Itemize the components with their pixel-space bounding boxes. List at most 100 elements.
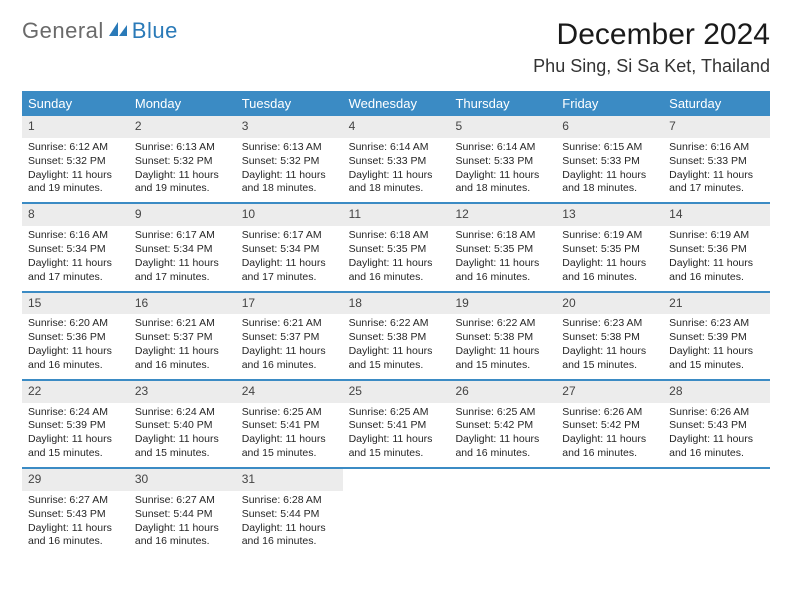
day-cell: 4Sunrise: 6:14 AMSunset: 5:33 PMDaylight… bbox=[343, 116, 450, 202]
day-body: Sunrise: 6:17 AMSunset: 5:34 PMDaylight:… bbox=[236, 226, 343, 290]
sunset-text: Sunset: 5:44 PM bbox=[242, 508, 337, 522]
weeks-container: 1Sunrise: 6:12 AMSunset: 5:32 PMDaylight… bbox=[22, 116, 770, 555]
day-body: Sunrise: 6:26 AMSunset: 5:43 PMDaylight:… bbox=[663, 403, 770, 467]
sunrise-text: Sunrise: 6:17 AM bbox=[135, 229, 230, 243]
daylight-text: Daylight: 11 hours and 15 minutes. bbox=[349, 345, 444, 373]
daylight-text: Daylight: 11 hours and 15 minutes. bbox=[135, 433, 230, 461]
week-row: 8Sunrise: 6:16 AMSunset: 5:34 PMDaylight… bbox=[22, 202, 770, 290]
sunset-text: Sunset: 5:38 PM bbox=[562, 331, 657, 345]
daylight-text: Daylight: 11 hours and 17 minutes. bbox=[242, 257, 337, 285]
sunrise-text: Sunrise: 6:17 AM bbox=[242, 229, 337, 243]
sunrise-text: Sunrise: 6:27 AM bbox=[135, 494, 230, 508]
sunset-text: Sunset: 5:34 PM bbox=[28, 243, 123, 257]
daylight-text: Daylight: 11 hours and 15 minutes. bbox=[669, 345, 764, 373]
day-number: 13 bbox=[556, 204, 663, 226]
day-body: Sunrise: 6:22 AMSunset: 5:38 PMDaylight:… bbox=[343, 314, 450, 378]
sunrise-text: Sunrise: 6:21 AM bbox=[135, 317, 230, 331]
day-body: Sunrise: 6:25 AMSunset: 5:41 PMDaylight:… bbox=[343, 403, 450, 467]
day-cell: 20 Sunrise: 6:23 AMSunset: 5:38 PMDayligh… bbox=[556, 293, 663, 379]
calendar-grid: SundayMondayTuesdayWednesdayThursdayFrid… bbox=[22, 91, 770, 555]
daylight-text: Daylight: 11 hours and 18 minutes. bbox=[349, 169, 444, 197]
day-number: 2 bbox=[129, 116, 236, 138]
day-cell bbox=[556, 469, 663, 555]
weekday-header-cell: Wednesday bbox=[343, 91, 450, 116]
sunrise-text: Sunrise: 6:16 AM bbox=[669, 141, 764, 155]
day-cell: 16Sunrise: 6:21 AMSunset: 5:37 PMDayligh… bbox=[129, 293, 236, 379]
sunrise-text: Sunrise: 6:22 AM bbox=[349, 317, 444, 331]
week-row: 1Sunrise: 6:12 AMSunset: 5:32 PMDaylight… bbox=[22, 116, 770, 202]
day-body: Sunrise: 6:20 AMSunset: 5:36 PMDaylight:… bbox=[22, 314, 129, 378]
day-cell: 3Sunrise: 6:13 AMSunset: 5:32 PMDaylight… bbox=[236, 116, 343, 202]
day-body: Sunrise: 6:23 AMSunset: 5:39 PMDaylight:… bbox=[663, 314, 770, 378]
sunrise-text: Sunrise: 6:14 AM bbox=[349, 141, 444, 155]
sunset-text: Sunset: 5:35 PM bbox=[455, 243, 550, 257]
weekday-header-cell: Monday bbox=[129, 91, 236, 116]
day-number: 18 bbox=[343, 293, 450, 315]
day-cell: 7Sunrise: 6:16 AMSunset: 5:33 PMDaylight… bbox=[663, 116, 770, 202]
day-cell: 12Sunrise: 6:18 AMSunset: 5:35 PMDayligh… bbox=[449, 204, 556, 290]
daylight-text: Daylight: 11 hours and 16 minutes. bbox=[242, 522, 337, 550]
weekday-header-cell: Tuesday bbox=[236, 91, 343, 116]
day-body: Sunrise: 6:25 AMSunset: 5:42 PMDaylight:… bbox=[449, 403, 556, 467]
sunrise-text: Sunrise: 6:13 AM bbox=[135, 141, 230, 155]
day-body: Sunrise: 6:19 AMSunset: 5:36 PMDaylight:… bbox=[663, 226, 770, 290]
day-cell: 13Sunrise: 6:19 AMSunset: 5:35 PMDayligh… bbox=[556, 204, 663, 290]
header-row: General Blue December 2024 Phu Sing, Si … bbox=[22, 18, 770, 77]
day-number: 27 bbox=[556, 381, 663, 403]
sunrise-text: Sunrise: 6:18 AM bbox=[455, 229, 550, 243]
day-number: 16 bbox=[129, 293, 236, 315]
flag-icon bbox=[109, 20, 129, 43]
sunrise-text: Sunrise: 6:23 AM bbox=[562, 317, 657, 331]
daylight-text: Daylight: 11 hours and 15 minutes. bbox=[562, 345, 657, 373]
sunset-text: Sunset: 5:44 PM bbox=[135, 508, 230, 522]
daylight-text: Daylight: 11 hours and 16 minutes. bbox=[28, 522, 123, 550]
day-number: 26 bbox=[449, 381, 556, 403]
month-title: December 2024 bbox=[533, 18, 770, 52]
day-body: Sunrise: 6:24 AMSunset: 5:40 PMDaylight:… bbox=[129, 403, 236, 467]
day-body: Sunrise: 6:27 AMSunset: 5:43 PMDaylight:… bbox=[22, 491, 129, 555]
daylight-text: Daylight: 11 hours and 16 minutes. bbox=[669, 433, 764, 461]
day-body: Sunrise: 6:14 AMSunset: 5:33 PMDaylight:… bbox=[449, 138, 556, 202]
sunset-text: Sunset: 5:33 PM bbox=[562, 155, 657, 169]
day-body: Sunrise: 6:18 AMSunset: 5:35 PMDaylight:… bbox=[343, 226, 450, 290]
sunrise-text: Sunrise: 6:23 AM bbox=[669, 317, 764, 331]
sunrise-text: Sunrise: 6:27 AM bbox=[28, 494, 123, 508]
day-cell: 24Sunrise: 6:25 AMSunset: 5:41 PMDayligh… bbox=[236, 381, 343, 467]
daylight-text: Daylight: 11 hours and 16 minutes. bbox=[349, 257, 444, 285]
sunset-text: Sunset: 5:38 PM bbox=[349, 331, 444, 345]
daylight-text: Daylight: 11 hours and 16 minutes. bbox=[455, 257, 550, 285]
day-cell: 22Sunrise: 6:24 AMSunset: 5:39 PMDayligh… bbox=[22, 381, 129, 467]
day-number: 7 bbox=[663, 116, 770, 138]
sunrise-text: Sunrise: 6:25 AM bbox=[455, 406, 550, 420]
sunset-text: Sunset: 5:33 PM bbox=[669, 155, 764, 169]
day-number: 20 bbox=[556, 293, 663, 315]
day-number: 23 bbox=[129, 381, 236, 403]
sunset-text: Sunset: 5:34 PM bbox=[242, 243, 337, 257]
daylight-text: Daylight: 11 hours and 15 minutes. bbox=[455, 345, 550, 373]
day-cell: 17Sunrise: 6:21 AMSunset: 5:37 PMDayligh… bbox=[236, 293, 343, 379]
daylight-text: Daylight: 11 hours and 19 minutes. bbox=[135, 169, 230, 197]
day-cell: 26Sunrise: 6:25 AMSunset: 5:42 PMDayligh… bbox=[449, 381, 556, 467]
sunrise-text: Sunrise: 6:20 AM bbox=[28, 317, 123, 331]
daylight-text: Daylight: 11 hours and 19 minutes. bbox=[28, 169, 123, 197]
day-body: Sunrise: 6:21 AMSunset: 5:37 PMDaylight:… bbox=[129, 314, 236, 378]
day-cell: 25Sunrise: 6:25 AMSunset: 5:41 PMDayligh… bbox=[343, 381, 450, 467]
sunrise-text: Sunrise: 6:25 AM bbox=[349, 406, 444, 420]
day-number: 31 bbox=[236, 469, 343, 491]
day-number: 17 bbox=[236, 293, 343, 315]
day-cell: 1Sunrise: 6:12 AMSunset: 5:32 PMDaylight… bbox=[22, 116, 129, 202]
day-cell: 28Sunrise: 6:26 AMSunset: 5:43 PMDayligh… bbox=[663, 381, 770, 467]
sunrise-text: Sunrise: 6:26 AM bbox=[669, 406, 764, 420]
day-number: 24 bbox=[236, 381, 343, 403]
sunset-text: Sunset: 5:35 PM bbox=[562, 243, 657, 257]
day-number: 22 bbox=[22, 381, 129, 403]
day-body: Sunrise: 6:17 AMSunset: 5:34 PMDaylight:… bbox=[129, 226, 236, 290]
day-cell: 8Sunrise: 6:16 AMSunset: 5:34 PMDaylight… bbox=[22, 204, 129, 290]
day-cell bbox=[343, 469, 450, 555]
week-row: 29Sunrise: 6:27 AMSunset: 5:43 PMDayligh… bbox=[22, 467, 770, 555]
sunset-text: Sunset: 5:40 PM bbox=[135, 419, 230, 433]
sunrise-text: Sunrise: 6:18 AM bbox=[349, 229, 444, 243]
day-body: Sunrise: 6:16 AMSunset: 5:33 PMDaylight:… bbox=[663, 138, 770, 202]
day-body: Sunrise: 6:12 AMSunset: 5:32 PMDaylight:… bbox=[22, 138, 129, 202]
sunrise-text: Sunrise: 6:16 AM bbox=[28, 229, 123, 243]
